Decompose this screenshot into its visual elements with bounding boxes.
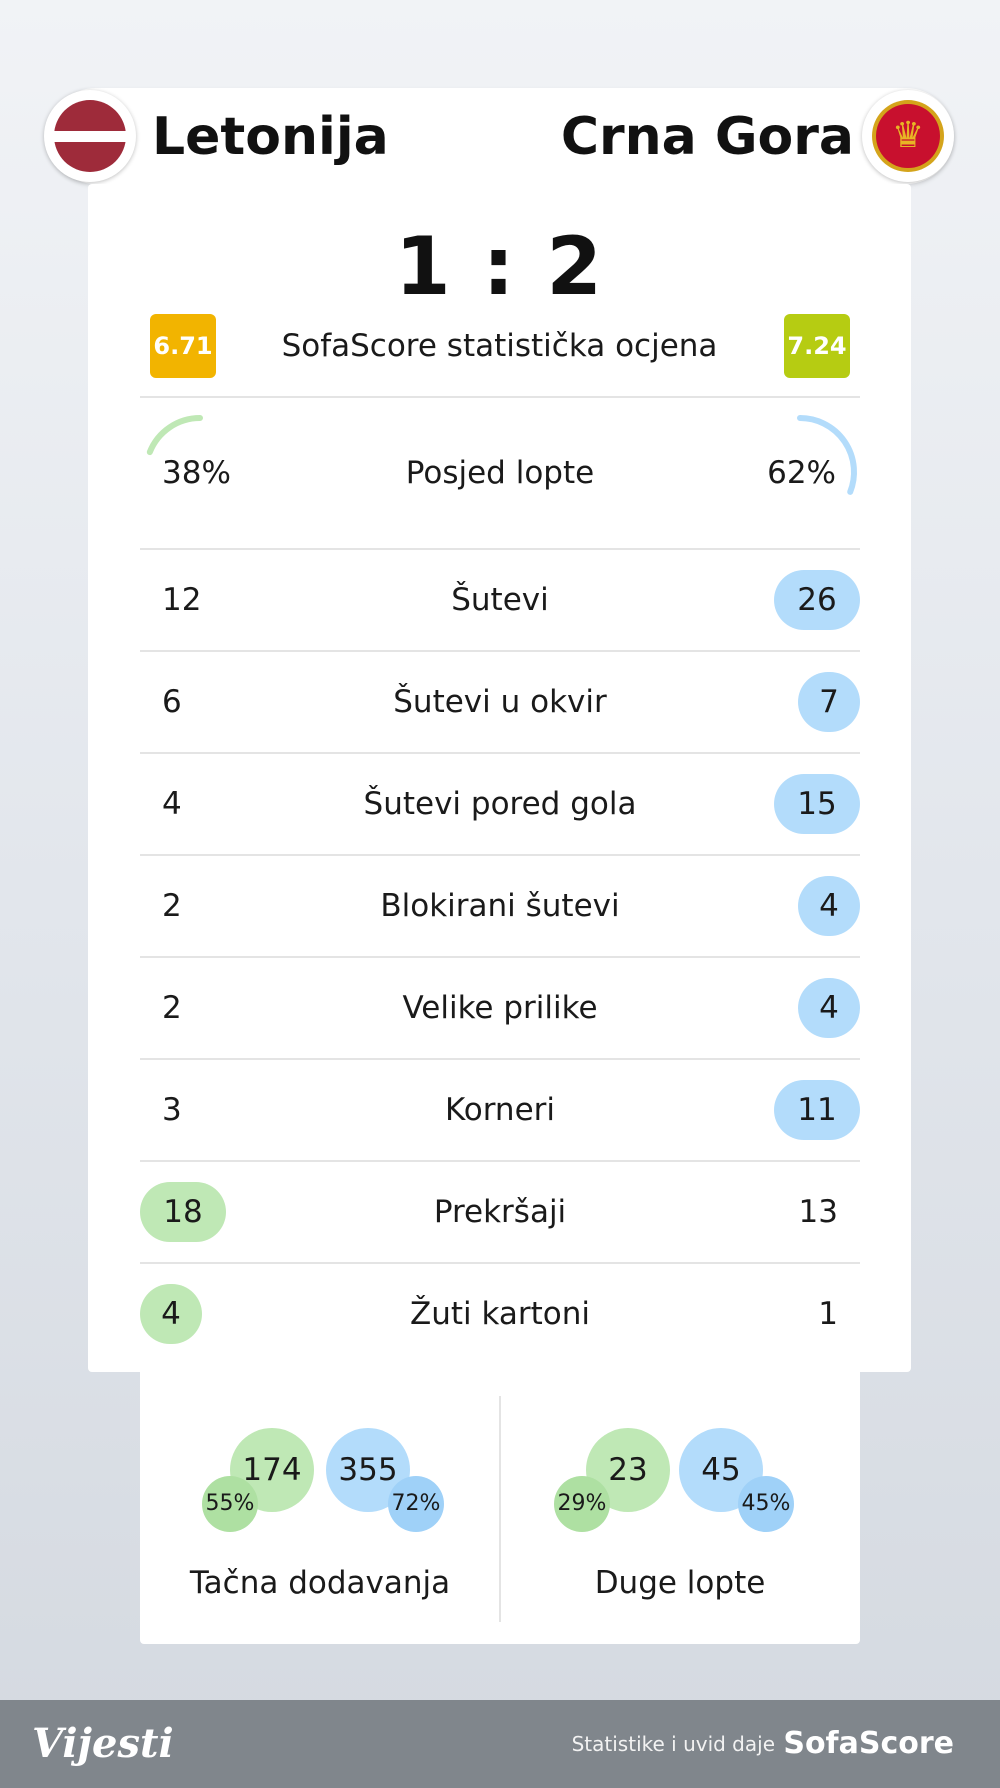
sofascore-logo: SofaScore [783,1726,954,1761]
away-rating-badge: 7.24 [784,314,850,378]
away-fouls-value: 13 [798,1194,838,1230]
away-big-chances-value: 4 [798,978,860,1038]
home-shots-on-target-value: 6 [162,684,182,720]
home-shots-off-target-value: 4 [162,786,182,822]
away-shots-off-target-value: 15 [774,774,860,834]
long-balls-away-pct: 45% [738,1476,794,1532]
away-team-name: Crna Gora [560,107,854,167]
shots-on-target-label: Šutevi u okvir [393,684,607,720]
divider [140,752,860,754]
divider [140,1160,860,1162]
rating-label: SofaScore statistička ocjena [281,328,718,364]
footer-credit: Statistike i uvid daje [571,1732,775,1756]
home-possession-value: 38% [162,455,231,491]
shots-off-target-label: Šutevi pored gola [363,786,637,822]
accurate-passes-away-pct: 72% [388,1476,444,1532]
away-yellow-cards-value: 1 [818,1296,838,1332]
stat-row-fouls: 18 Prekršaji 13 [140,1162,860,1262]
away-blocked-shots-value: 4 [798,876,860,936]
footer: Vijesti Statistike i uvid daje SofaScore [0,1700,1000,1788]
accurate-passes-label: Tačna dodavanja [189,1565,451,1601]
divider [140,548,860,550]
home-shots-value: 12 [162,582,202,618]
home-rating-badge: 6.71 [150,314,216,378]
home-fouls-value: 18 [140,1182,226,1242]
home-possession-arc [146,415,203,456]
stat-row-corners: 3 Korneri 11 [140,1060,860,1160]
home-team-name: Letonija [152,107,389,167]
big-chances-label: Velike prilike [402,990,598,1026]
home-yellow-cards-value: 4 [140,1284,202,1344]
vijesti-logo: Vijesti [32,1720,174,1767]
accurate-passes-home-pct: 55% [202,1476,258,1532]
divider [140,396,860,398]
possession-row: 38% Posjed lopte 62% [140,398,860,548]
home-corners-value: 3 [162,1092,182,1128]
divider [140,854,860,856]
home-big-chances-value: 2 [162,990,182,1026]
teams-header [48,88,954,184]
away-shots-value: 26 [774,570,860,630]
match-score: 1 : 2 [394,220,605,313]
possession-label: Posjed lopte [405,455,595,491]
stat-row-shots: 12 Šutevi 26 [140,550,860,650]
stat-row-shots-off-target: 4 Šutevi pored gola 15 [140,754,860,854]
away-shots-on-target-value: 7 [798,672,860,732]
away-possession-arc [797,415,857,495]
passing-card: 174 55% 355 72% Tačna dodavanja 23 29% 4… [140,1372,860,1644]
divider [140,1058,860,1060]
divider [140,1262,860,1264]
stat-row-yellow-cards: 4 Žuti kartoni 1 [140,1264,860,1364]
divider [140,956,860,958]
divider [499,1396,501,1622]
home-blocked-shots-value: 2 [162,888,182,924]
long-balls-label: Duge lopte [594,1565,766,1601]
fouls-label: Prekršaji [433,1194,567,1230]
stat-row-blocked-shots: 2 Blokirani šutevi 4 [140,856,860,956]
long-balls-home-pct: 29% [554,1476,610,1532]
yellow-cards-label: Žuti kartoni [409,1296,591,1332]
shots-label: Šutevi [451,582,549,618]
divider [140,650,860,652]
away-corners-value: 11 [774,1080,860,1140]
blocked-shots-label: Blokirani šutevi [380,888,620,924]
latvia-flag-icon [44,90,136,182]
match-stats-card: 1 : 2 6.71 SofaScore statistička ocjena … [88,184,911,1372]
stat-row-shots-on-target: 6 Šutevi u okvir 7 [140,652,860,752]
stat-row-big-chances: 2 Velike prilike 4 [140,958,860,1058]
montenegro-flag-icon: ♛ [862,90,954,182]
stats-list: 38% Posjed lopte 62% 12 Šutevi 26 6 Šute… [140,396,860,1364]
corners-label: Korneri [444,1092,556,1128]
away-possession-value: 62% [767,455,836,491]
